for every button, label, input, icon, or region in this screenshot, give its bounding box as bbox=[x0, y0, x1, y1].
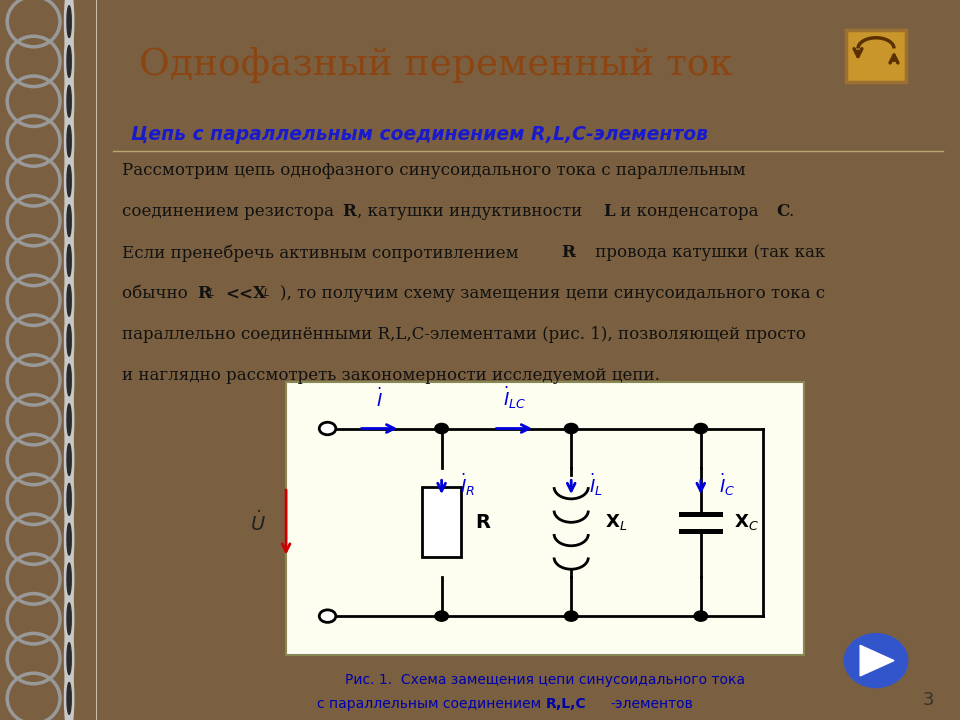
Text: R: R bbox=[561, 244, 575, 261]
Circle shape bbox=[64, 0, 74, 56]
Circle shape bbox=[67, 324, 71, 356]
Circle shape bbox=[64, 346, 74, 415]
Circle shape bbox=[64, 305, 74, 374]
Circle shape bbox=[67, 284, 71, 316]
Circle shape bbox=[435, 423, 448, 433]
Circle shape bbox=[64, 385, 74, 454]
Circle shape bbox=[67, 125, 71, 157]
Text: , катушки индуктивности: , катушки индуктивности bbox=[357, 203, 588, 220]
Text: 3: 3 bbox=[923, 691, 934, 709]
Circle shape bbox=[694, 423, 708, 433]
Text: R: R bbox=[342, 203, 356, 220]
Circle shape bbox=[64, 107, 74, 176]
Text: X$_L$: X$_L$ bbox=[605, 513, 627, 532]
Circle shape bbox=[564, 611, 578, 621]
Circle shape bbox=[67, 6, 71, 37]
Text: X: X bbox=[252, 285, 265, 302]
Text: R,L,C: R,L,C bbox=[545, 697, 586, 711]
Circle shape bbox=[64, 544, 74, 613]
Circle shape bbox=[320, 422, 336, 435]
Circle shape bbox=[64, 226, 74, 295]
Circle shape bbox=[67, 245, 71, 276]
Bar bbox=[846, 30, 906, 81]
Circle shape bbox=[67, 204, 71, 236]
Circle shape bbox=[64, 505, 74, 574]
Polygon shape bbox=[860, 645, 894, 676]
Circle shape bbox=[67, 364, 71, 396]
Text: с параллельным соединением: с параллельным соединением bbox=[317, 697, 545, 711]
Circle shape bbox=[67, 165, 71, 197]
Text: $\dot{I}_L$: $\dot{I}_L$ bbox=[589, 472, 603, 498]
Text: Если пренебречь активным сопротивлением: Если пренебречь активным сопротивлением bbox=[122, 244, 529, 261]
Text: Рис. 1.  Схема замещения цепи синусоидального тока: Рис. 1. Схема замещения цепи синусоидаль… bbox=[346, 673, 745, 687]
Circle shape bbox=[320, 610, 336, 622]
Circle shape bbox=[64, 425, 74, 494]
Text: обычно: обычно bbox=[122, 285, 193, 302]
Circle shape bbox=[64, 266, 74, 335]
Circle shape bbox=[435, 611, 448, 621]
Text: X$_C$: X$_C$ bbox=[734, 513, 759, 532]
Text: $_L$: $_L$ bbox=[263, 285, 270, 299]
Text: -элементов: -элементов bbox=[611, 697, 693, 711]
Circle shape bbox=[694, 611, 708, 621]
Text: L: L bbox=[603, 203, 614, 220]
Text: R: R bbox=[475, 513, 491, 532]
Text: ), то получим схему замещения цепи синусоидального тока с: ), то получим схему замещения цепи синус… bbox=[280, 285, 826, 302]
Text: .: . bbox=[788, 203, 793, 220]
Circle shape bbox=[64, 186, 74, 255]
Circle shape bbox=[64, 27, 74, 96]
Bar bbox=[286, 382, 804, 655]
Text: и наглядно рассмотреть закономерности исследуемой цепи.: и наглядно рассмотреть закономерности ис… bbox=[122, 367, 660, 384]
Text: $\dot{I}_R$: $\dot{I}_R$ bbox=[460, 472, 475, 498]
Circle shape bbox=[845, 634, 907, 688]
Text: параллельно соединёнными R,L,C-элементами (рис. 1), позволяющей просто: параллельно соединёнными R,L,C-элементам… bbox=[122, 326, 805, 343]
Text: провода катушки (так как: провода катушки (так как bbox=[590, 244, 826, 261]
Circle shape bbox=[64, 584, 74, 653]
Circle shape bbox=[64, 465, 74, 534]
Circle shape bbox=[67, 603, 71, 634]
Text: соединением резистора: соединением резистора bbox=[122, 203, 339, 220]
Circle shape bbox=[67, 683, 71, 714]
Text: $\dot{I}_{LC}$: $\dot{I}_{LC}$ bbox=[502, 384, 526, 411]
Circle shape bbox=[67, 643, 71, 675]
Text: $_L$: $_L$ bbox=[570, 244, 577, 258]
Circle shape bbox=[67, 444, 71, 475]
Text: и конденсатора: и конденсатора bbox=[615, 203, 764, 220]
Text: <<: << bbox=[226, 285, 253, 302]
Circle shape bbox=[67, 523, 71, 555]
Text: $\dot{I}_C$: $\dot{I}_C$ bbox=[719, 472, 735, 498]
Circle shape bbox=[67, 404, 71, 436]
Circle shape bbox=[64, 664, 74, 720]
Text: Однофазный переменный ток: Однофазный переменный ток bbox=[139, 47, 733, 83]
Circle shape bbox=[64, 146, 74, 215]
Bar bbox=[421, 487, 462, 557]
Circle shape bbox=[67, 45, 71, 77]
Circle shape bbox=[67, 86, 71, 117]
Circle shape bbox=[64, 67, 74, 136]
Circle shape bbox=[67, 563, 71, 595]
Circle shape bbox=[564, 423, 578, 433]
Circle shape bbox=[67, 484, 71, 516]
Text: $_L$: $_L$ bbox=[208, 285, 215, 299]
Text: R: R bbox=[197, 285, 211, 302]
Circle shape bbox=[64, 624, 74, 693]
Text: Цепь с параллельным соединением R,L,C-элементов: Цепь с параллельным соединением R,L,C-эл… bbox=[131, 125, 708, 144]
Text: $\dot{U}$: $\dot{U}$ bbox=[250, 510, 266, 535]
Text: C: C bbox=[776, 203, 789, 220]
Text: Рассмотрим цепь однофазного синусоидального тока с параллельным: Рассмотрим цепь однофазного синусоидальн… bbox=[122, 162, 746, 179]
Text: $\dot{I}$: $\dot{I}$ bbox=[376, 387, 383, 411]
